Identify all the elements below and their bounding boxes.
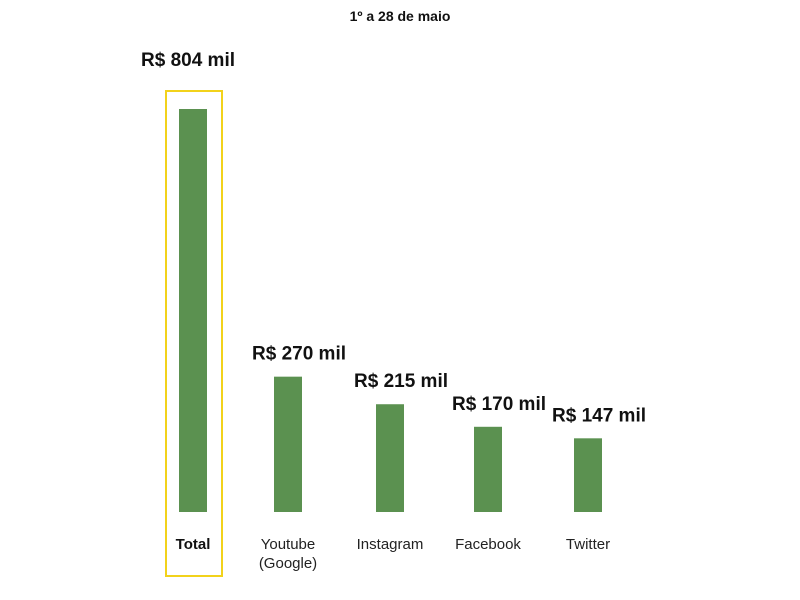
category-label-instagram: Instagram (357, 536, 424, 553)
bar-facebook (474, 426, 502, 512)
data-label-instagram: R$ 215 mil (354, 371, 448, 392)
category-label-youtube-line-1: Youtube (261, 536, 316, 553)
category-label-facebook: Facebook (455, 536, 521, 553)
category-labels-group: Total Youtube (Google) Instagram Facebook Twi… (176, 536, 610, 572)
category-label-twitter: Twitter (566, 536, 610, 553)
bar-youtube (274, 376, 302, 512)
category-label-youtube-line-2: (Google) (259, 555, 317, 572)
bars-group (179, 109, 602, 512)
data-label-twitter: R$ 147 mil (552, 405, 646, 426)
bar-total (179, 109, 207, 512)
bar-instagram (376, 404, 404, 512)
total-highlight-box (165, 90, 223, 577)
category-label-total: Total (176, 536, 211, 553)
data-label-facebook: R$ 170 mil (452, 394, 546, 415)
data-label-youtube: R$ 270 mil (252, 344, 346, 365)
chart-title: 1º a 28 de maio (350, 8, 451, 24)
data-label-total: R$ 804 mil (141, 50, 235, 71)
bar-twitter (574, 438, 602, 512)
